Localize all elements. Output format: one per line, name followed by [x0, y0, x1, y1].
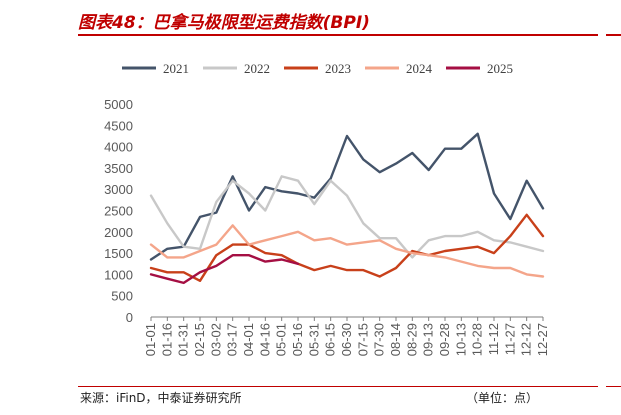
y-tick-label: 4500	[104, 118, 133, 133]
source-note: 来源：iFinD，中泰证券研究所	[80, 391, 242, 405]
y-tick-label: 4000	[104, 140, 133, 155]
x-tick-label: 02-15	[192, 323, 207, 356]
series-line-2025	[149, 254, 300, 285]
x-tick-label: 08-14	[388, 323, 403, 356]
unit-note: （单位：点）	[466, 391, 539, 405]
x-tick-label: 03-02	[208, 323, 223, 356]
x-tick-label: 11-12	[486, 323, 501, 355]
x-tick-label: 01-01	[143, 323, 158, 356]
adjacent-title-rule	[606, 34, 621, 36]
x-tick-label: 10-13	[453, 323, 468, 356]
series-lines	[149, 132, 545, 285]
x-tick-label: 09-28	[437, 323, 452, 356]
x-tick-label: 04-16	[257, 323, 272, 356]
x-tick-label: 05-16	[290, 323, 305, 356]
series-line-2022	[149, 175, 545, 259]
x-tick-label: 01-16	[159, 323, 174, 356]
x-tick-label: 05-01	[274, 323, 289, 356]
series-line-2023	[149, 213, 545, 282]
footer-rule	[78, 386, 598, 387]
title-rule	[78, 34, 598, 36]
x-tick-label: 07-30	[372, 323, 387, 356]
x-tick-label: 05-31	[306, 323, 321, 356]
chart-legend: 2021 2022 2023 2024 2025	[122, 61, 513, 76]
x-tick-label: 06-30	[339, 323, 354, 356]
x-tick-label: 01-31	[176, 323, 191, 356]
x-tick-label: 07-15	[355, 323, 370, 356]
y-tick-label: 3000	[104, 182, 133, 197]
y-axis: 0 500 1000 1500 2000 2500 3000 3500 4000 4500 5000	[104, 97, 133, 325]
series-line-2024	[149, 224, 545, 278]
x-tick-label: 08-29	[404, 323, 419, 356]
x-axis: 01-01 01-16 01-31 02-15 03-02 03-17 04-01 04-16…	[143, 316, 550, 356]
x-tick-label: 03-17	[225, 323, 240, 356]
x-tick-label: 12-27	[535, 323, 550, 356]
x-tick-label: 04-01	[241, 323, 256, 356]
x-tick-label: 11-27	[502, 323, 517, 355]
y-tick-label: 0	[126, 310, 133, 325]
legend-label-2022: 2022	[244, 61, 270, 76]
figure-title: 图表48：巴拿马极限型运费指数(BPI)	[78, 13, 370, 33]
x-tick-label: 12-12	[519, 323, 534, 356]
legend-label-2021: 2021	[163, 61, 189, 76]
y-tick-label: 1500	[104, 246, 133, 261]
series-line-2021	[149, 132, 545, 261]
y-tick-label: 500	[111, 289, 133, 304]
legend-label-2025: 2025	[487, 61, 513, 76]
y-tick-label: 3500	[104, 161, 133, 176]
adjacent-footer-rule	[606, 386, 621, 387]
x-tick-label: 06-15	[323, 323, 338, 356]
x-tick-label: 10-28	[470, 323, 485, 356]
legend-label-2023: 2023	[325, 61, 351, 76]
y-tick-label: 5000	[104, 97, 133, 112]
legend-label-2024: 2024	[406, 61, 433, 76]
x-tick-label: 09-13	[421, 323, 436, 356]
y-tick-label: 1000	[104, 267, 133, 282]
y-tick-label: 2500	[104, 204, 133, 219]
y-tick-label: 2000	[104, 225, 133, 240]
